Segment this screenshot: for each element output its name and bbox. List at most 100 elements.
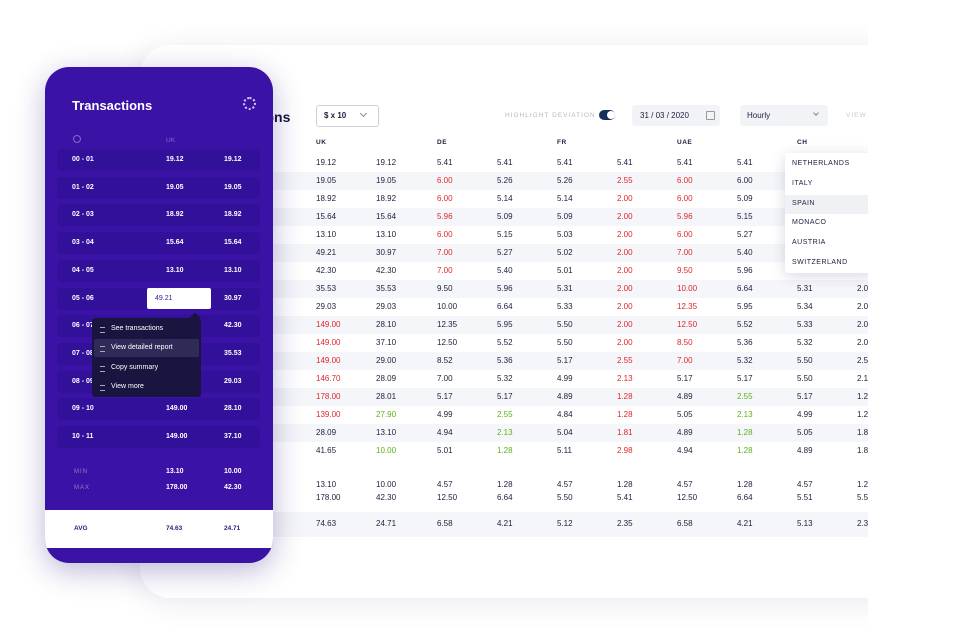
summary-value: 13.10 bbox=[166, 468, 184, 475]
cell: 4.99 bbox=[557, 374, 573, 383]
cell: 1.28 bbox=[497, 446, 513, 455]
selected-option bbox=[785, 194, 868, 214]
cell: 6.64 bbox=[497, 302, 513, 311]
dropdown-option[interactable]: SPAIN bbox=[792, 199, 815, 207]
cell: 49.21 bbox=[316, 248, 337, 257]
cell: 5.40 bbox=[737, 248, 753, 257]
cell: 4.99 bbox=[797, 410, 813, 419]
cell: 28.01 bbox=[376, 392, 397, 401]
cell: 1.28 bbox=[617, 392, 633, 401]
cell: 5.41 bbox=[557, 158, 573, 167]
dropdown-option[interactable]: SWITZERLAND bbox=[792, 259, 848, 266]
phone-row bbox=[57, 176, 260, 199]
cell: 1.28 bbox=[737, 446, 753, 455]
cell: 149.00 bbox=[316, 356, 341, 365]
cell: 7.00 bbox=[677, 248, 693, 257]
value: 35.53 bbox=[224, 349, 242, 357]
cell: 2.1 bbox=[857, 374, 868, 383]
cell: 2.98 bbox=[617, 446, 633, 455]
dropdown-option[interactable]: ITALY bbox=[792, 179, 813, 187]
value: 149.00 bbox=[166, 405, 188, 413]
summary-label: MIN bbox=[74, 469, 88, 475]
cell: 5.05 bbox=[797, 428, 813, 437]
interval-select[interactable] bbox=[740, 105, 828, 126]
cell: 1.2 bbox=[857, 410, 868, 419]
cell: 6.00 bbox=[437, 230, 453, 239]
cell: 35.53 bbox=[316, 284, 337, 293]
cell: 5.09 bbox=[557, 212, 573, 221]
time-label: 09 - 10 bbox=[72, 405, 94, 413]
cell: 5.96 bbox=[437, 212, 453, 221]
menu-item[interactable]: See transactions bbox=[111, 325, 164, 332]
cell: 2.0 bbox=[857, 338, 868, 347]
cell: 2.35 bbox=[617, 519, 633, 528]
menu-icon bbox=[100, 346, 105, 353]
edit-input[interactable] bbox=[147, 287, 211, 309]
column-header: CH bbox=[797, 139, 808, 146]
cell: 5.50 bbox=[557, 320, 573, 329]
cell: 18.92 bbox=[316, 194, 337, 203]
unit-select[interactable] bbox=[316, 105, 379, 127]
cell: 178.00 bbox=[316, 392, 341, 401]
cell: 15.64 bbox=[316, 212, 337, 221]
row-stripe bbox=[270, 244, 868, 262]
time-label: 05 - 06 bbox=[72, 294, 94, 302]
avg-band bbox=[270, 512, 868, 537]
cell: 4.89 bbox=[677, 392, 693, 401]
cell: 19.05 bbox=[376, 176, 397, 185]
row-stripe bbox=[270, 208, 868, 226]
cell: 2.0 bbox=[857, 320, 868, 329]
cell: 30.97 bbox=[376, 248, 397, 257]
cell: 6.64 bbox=[737, 284, 753, 293]
cell: 1.28 bbox=[737, 428, 753, 437]
menu-item[interactable]: View detailed report bbox=[111, 344, 173, 352]
menu-highlight bbox=[94, 339, 199, 358]
value: 19.12 bbox=[224, 156, 242, 163]
menu-item[interactable]: Copy summary bbox=[111, 363, 159, 371]
cell: 6.00 bbox=[437, 176, 453, 185]
cell: 1.81 bbox=[617, 428, 633, 437]
date: 31 / 03 / 2020 bbox=[640, 111, 689, 120]
cell: 2.13 bbox=[737, 410, 753, 419]
cell: 10.00 bbox=[677, 284, 698, 293]
cell: 42.30 bbox=[316, 266, 337, 275]
cell: 5.17 bbox=[797, 392, 813, 401]
cell: 2.55 bbox=[617, 176, 633, 185]
cell: 4.57 bbox=[677, 480, 693, 489]
avg-value: 24.71 bbox=[224, 525, 241, 532]
cell: 42.30 bbox=[376, 266, 397, 275]
value: 13.10 bbox=[166, 266, 184, 274]
cell: 2.0 bbox=[857, 302, 868, 311]
cell: 178.00 bbox=[316, 493, 341, 502]
cell: 5.96 bbox=[737, 266, 753, 275]
value: 149.00 bbox=[166, 433, 188, 440]
cell: 139.00 bbox=[316, 410, 341, 419]
cell: 5.50 bbox=[557, 493, 573, 502]
row-stripe bbox=[270, 280, 868, 298]
dropdown-option[interactable]: AUSTRIA bbox=[792, 239, 826, 247]
date-field[interactable] bbox=[632, 105, 720, 126]
cell: 5.26 bbox=[557, 176, 573, 185]
cell: 2.00 bbox=[617, 212, 633, 221]
cell: 1.28 bbox=[737, 480, 753, 489]
cell: 2.00 bbox=[617, 284, 633, 293]
cell: 4.89 bbox=[797, 446, 813, 455]
settings-icon[interactable] bbox=[243, 97, 256, 110]
cell: 2.13 bbox=[617, 374, 633, 383]
cell: 1.28 bbox=[617, 410, 633, 419]
cell: 6.00 bbox=[677, 176, 693, 185]
menu-icon bbox=[100, 365, 105, 372]
cell: 2.00 bbox=[617, 194, 633, 203]
avg-label: AVG bbox=[74, 525, 88, 532]
value: 19.12 bbox=[166, 156, 184, 163]
dropdown-option[interactable]: MONACO bbox=[792, 219, 827, 227]
cell: 5.50 bbox=[797, 356, 813, 365]
column-header: UK bbox=[316, 139, 327, 146]
cell: 2.55 bbox=[617, 356, 633, 365]
cell: 5.5 bbox=[857, 493, 868, 502]
dropdown-option[interactable]: NETHERLANDS bbox=[792, 160, 850, 167]
cell: 12.50 bbox=[437, 338, 458, 347]
cell: 5.01 bbox=[437, 446, 453, 455]
cell: 27.90 bbox=[376, 410, 397, 419]
menu-item[interactable]: View more bbox=[111, 382, 144, 390]
